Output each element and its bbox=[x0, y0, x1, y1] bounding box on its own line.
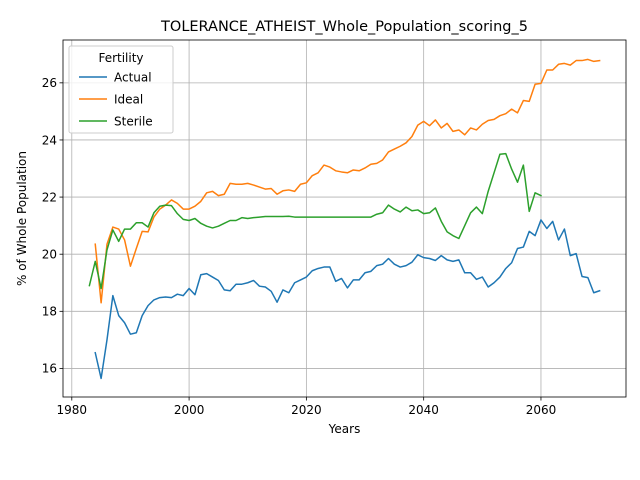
series-line-ideal bbox=[94, 58, 601, 304]
chart-title: TOLERANCE_ATHEIST_Whole_Population_scori… bbox=[160, 19, 528, 35]
legend-label-actual: Actual bbox=[114, 71, 152, 85]
y-tick-label: 20 bbox=[42, 248, 57, 262]
legend-box bbox=[68, 45, 174, 134]
legend-label-sterile: Sterile bbox=[114, 115, 153, 129]
legend: Fertility Actual Ideal Sterile bbox=[68, 45, 174, 134]
x-tick-label: 2000 bbox=[174, 403, 205, 417]
x-tick-label: 1980 bbox=[57, 403, 88, 417]
x-tick-label: 2040 bbox=[408, 403, 439, 417]
legend-title: Fertility bbox=[98, 51, 143, 65]
y-tick-label: 26 bbox=[42, 76, 57, 90]
x-tick-label: 2060 bbox=[526, 403, 557, 417]
y-axis-label: % of Whole Population bbox=[15, 151, 29, 286]
y-tick-label: 18 bbox=[42, 305, 57, 319]
x-tick-label: 2020 bbox=[291, 403, 322, 417]
series-line-sterile bbox=[88, 152, 542, 290]
series-line-actual bbox=[94, 219, 601, 380]
y-tick-label: 22 bbox=[42, 190, 57, 204]
legend-entries: Actual Ideal Sterile bbox=[79, 71, 153, 129]
x-axis-label: Years bbox=[328, 422, 361, 436]
y-tick-label: 16 bbox=[42, 362, 57, 376]
grid-lines bbox=[63, 40, 626, 397]
legend-label-ideal: Ideal bbox=[114, 93, 143, 107]
series-lines bbox=[88, 58, 601, 380]
y-tick-label: 24 bbox=[42, 133, 57, 147]
plot-frame bbox=[62, 39, 627, 398]
axis-ticks: 1980 2000 2020 2040 2060 16 18 20 22 24 26 bbox=[42, 76, 557, 417]
